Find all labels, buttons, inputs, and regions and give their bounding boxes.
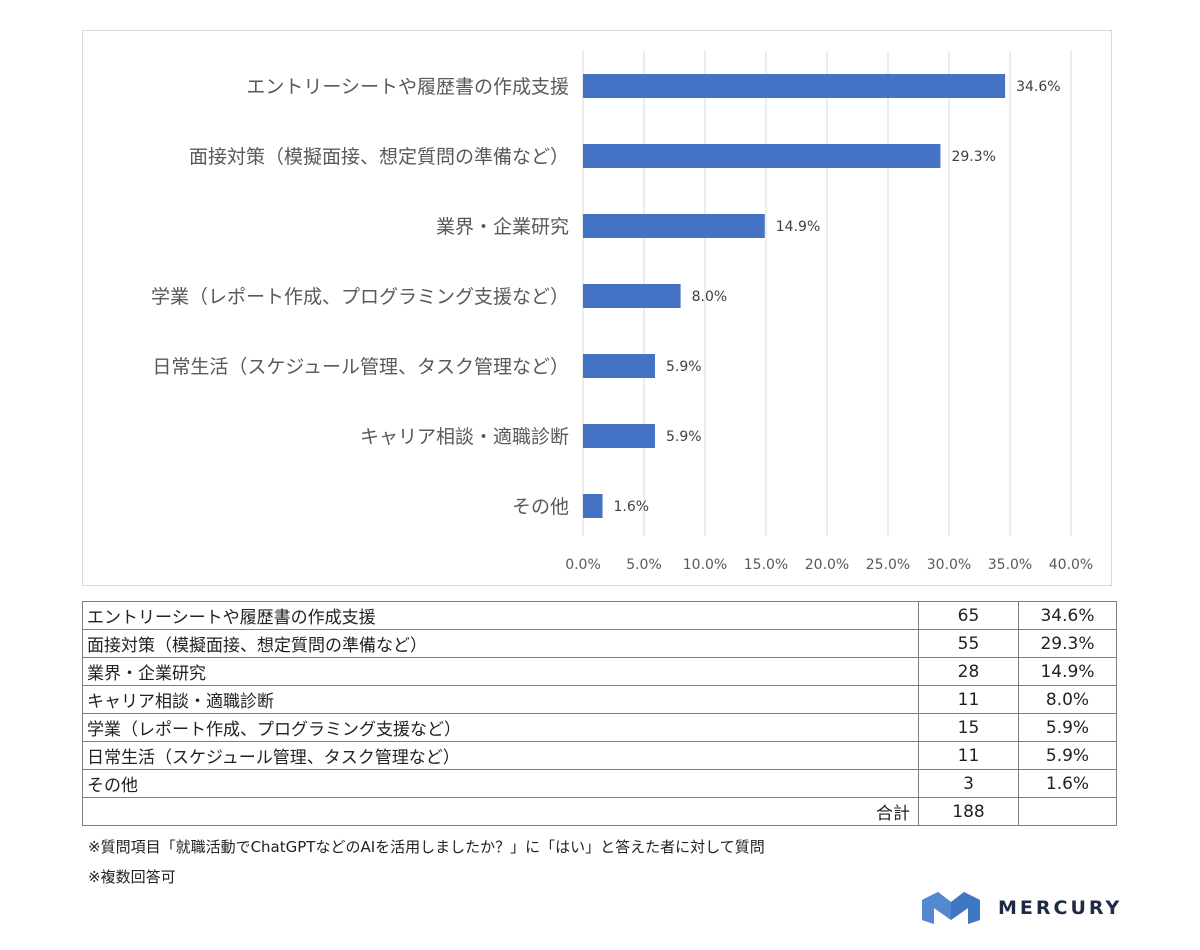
total-label: 合計: [82, 797, 919, 826]
total-percent-empty: [1018, 797, 1117, 826]
row-count: 11: [918, 741, 1019, 770]
x-tick-label: 10.0%: [683, 557, 727, 573]
total-count: 188: [918, 797, 1019, 826]
row-label: 学業（レポート作成、プログラミング支援など）: [82, 713, 919, 742]
row-percent: 5.9%: [1018, 713, 1117, 742]
bar: [583, 354, 655, 378]
x-tick-label: 15.0%: [744, 557, 788, 573]
value-label: 34.6%: [1016, 79, 1060, 95]
row-percent: 14.9%: [1018, 657, 1117, 686]
table-row: 学業（レポート作成、プログラミング支援など） 15 5.9%: [82, 713, 1117, 742]
bar: [583, 214, 765, 238]
row-label: 日常生活（スケジュール管理、タスク管理など）: [82, 741, 919, 770]
question-note: ※質問項目「就職活動でChatGPTなどのAIを活用しましたか？」に「はい」と答…: [88, 838, 765, 856]
data-table: エントリーシートや履歴書の作成支援 65 34.6% 面接対策（模擬面接、想定質問の準…: [82, 601, 1117, 826]
value-label: 5.9%: [666, 359, 702, 375]
category-label: その他: [512, 496, 569, 518]
row-percent: 8.0%: [1018, 685, 1117, 714]
row-label: 業界・企業研究: [82, 657, 919, 686]
table-row: その他 3 1.6%: [82, 769, 1117, 798]
x-tick-label: 25.0%: [866, 557, 910, 573]
table-row: キャリア相談・適職診断 11 8.0%: [82, 685, 1117, 714]
chart-frame: 0.0% 5.0% 10.0% 15.0% 20.0% 25.0% 30.0% 35.0% 40…: [82, 30, 1112, 586]
table-row: 日常生活（スケジュール管理、タスク管理など） 11 5.9%: [82, 741, 1117, 770]
table-row: エントリーシートや履歴書の作成支援 65 34.6%: [82, 601, 1117, 630]
category-label: 面接対策（模擬面接、想定質問の準備など）: [189, 146, 569, 168]
row-label: エントリーシートや履歴書の作成支援: [82, 601, 919, 630]
value-label: 14.9%: [776, 219, 820, 235]
category-label: 業界・企業研究: [436, 216, 569, 238]
row-count: 11: [918, 685, 1019, 714]
x-tick-label: 40.0%: [1049, 557, 1093, 573]
row-label: その他: [82, 769, 919, 798]
row-count: 3: [918, 769, 1019, 798]
value-label: 29.3%: [951, 149, 995, 165]
row-label: キャリア相談・適職診断: [82, 685, 919, 714]
category-label: エントリーシートや履歴書の作成支援: [246, 76, 569, 98]
row-percent: 5.9%: [1018, 741, 1117, 770]
x-tick-label: 20.0%: [805, 557, 849, 573]
bar: [583, 74, 1006, 98]
mercury-logo-icon: [922, 892, 980, 924]
mercury-logo: MERCURY: [920, 888, 1120, 928]
category-label: 日常生活（スケジュール管理、タスク管理など）: [152, 356, 569, 378]
bar: [583, 494, 603, 518]
x-tick-label: 0.0%: [565, 557, 601, 573]
x-tick-label: 5.0%: [626, 557, 662, 573]
value-label: 5.9%: [666, 429, 702, 445]
x-tick-label: 30.0%: [927, 557, 971, 573]
row-percent: 34.6%: [1018, 601, 1117, 630]
value-label: 1.6%: [614, 499, 650, 515]
total-row: 合計 188: [82, 797, 1117, 826]
bar: [583, 424, 655, 448]
multiple-answer-note: ※複数回答可: [88, 868, 176, 886]
category-label: キャリア相談・適職診断: [360, 426, 569, 448]
row-count: 65: [918, 601, 1019, 630]
bar: [583, 284, 681, 308]
row-percent: 1.6%: [1018, 769, 1117, 798]
table-row: 面接対策（模擬面接、想定質問の準備など） 55 29.3%: [82, 629, 1117, 658]
bar: [583, 144, 941, 168]
x-tick-label: 35.0%: [988, 557, 1032, 573]
logo-text: MERCURY: [998, 897, 1123, 919]
value-label: 8.0%: [692, 289, 728, 305]
row-count: 28: [918, 657, 1019, 686]
bar-chart: 0.0% 5.0% 10.0% 15.0% 20.0% 25.0% 30.0% 35.0% 40…: [151, 51, 1093, 573]
table-row: 業界・企業研究 28 14.9%: [82, 657, 1117, 686]
row-label: 面接対策（模擬面接、想定質問の準備など）: [82, 629, 919, 658]
row-count: 55: [918, 629, 1019, 658]
category-label: 学業（レポート作成、プログラミング支援など）: [151, 286, 569, 308]
row-count: 15: [918, 713, 1019, 742]
row-percent: 29.3%: [1018, 629, 1117, 658]
